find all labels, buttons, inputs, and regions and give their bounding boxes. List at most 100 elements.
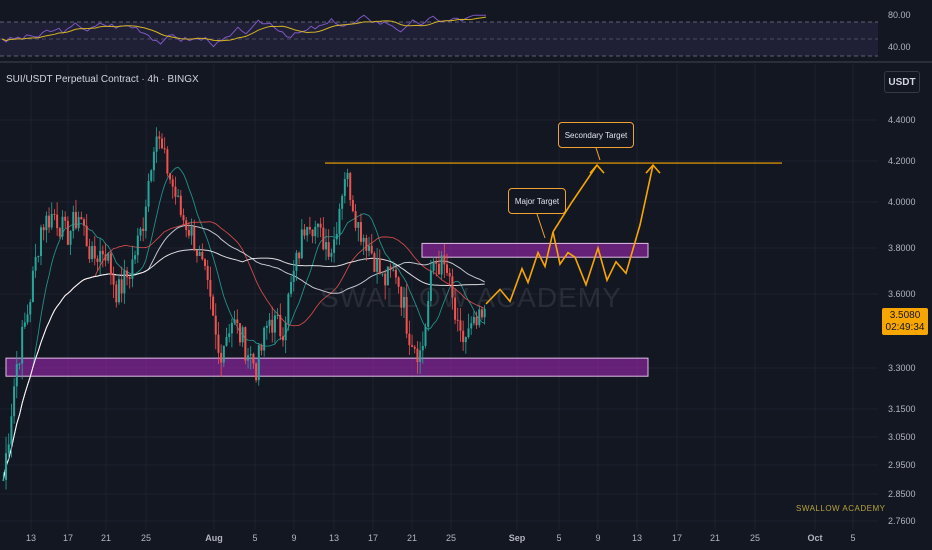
arrowhead: [589, 163, 605, 174]
candle-body: [182, 215, 185, 221]
candle-body: [319, 223, 322, 228]
candle-body: [80, 217, 83, 220]
candle-body: [198, 252, 201, 256]
candle-body: [281, 336, 284, 341]
candle-body: [104, 254, 107, 261]
candle-body: [475, 316, 478, 326]
candle-body: [349, 172, 352, 200]
time-tick-label: Sep: [509, 533, 526, 543]
time-tick-label: 17: [672, 533, 682, 543]
candle-body: [18, 363, 21, 365]
candle-body: [53, 213, 56, 215]
candle-body: [443, 255, 446, 265]
candle-body: [373, 253, 376, 272]
candle-body: [126, 270, 129, 278]
candle-body: [144, 206, 147, 231]
time-tick-label: Aug: [205, 533, 223, 543]
projection-line: [485, 164, 654, 305]
price-tick-label: 3.3000: [888, 363, 916, 373]
candle-body: [459, 320, 462, 331]
candle-body: [402, 296, 405, 308]
candle-body: [271, 319, 274, 333]
candle-body: [2, 479, 5, 481]
candle-body: [279, 314, 282, 337]
candle-body: [335, 233, 338, 240]
candle-body: [263, 327, 266, 351]
rsi-tick-label: 80.00: [888, 10, 911, 20]
candle-body: [472, 316, 475, 324]
candle-body: [61, 216, 64, 237]
candle-body: [220, 352, 223, 363]
candle-body: [193, 226, 196, 251]
rsi-ma-line: [1, 16, 487, 42]
candle-body: [354, 211, 357, 228]
price-tick-label: 2.9500: [888, 460, 916, 470]
candle-body: [88, 246, 91, 260]
candle-body: [483, 308, 486, 318]
candle-body: [255, 363, 258, 381]
support-zone: [5, 357, 649, 377]
candle-body: [195, 250, 198, 256]
zones: [5, 162, 782, 377]
watermark: SWALLOW ACADEMY: [320, 282, 622, 313]
candle-body: [257, 345, 260, 381]
candle-body: [15, 364, 18, 387]
candle-body: [39, 227, 42, 257]
brand-label: SWALLOW ACADEMY: [796, 504, 886, 513]
candle-body: [392, 269, 395, 271]
candle-body: [478, 309, 481, 326]
candle-body: [217, 334, 220, 353]
candle-body: [446, 264, 449, 273]
candle-body: [117, 279, 120, 303]
candle-body: [295, 252, 298, 271]
candle-body: [338, 208, 341, 234]
candle-body: [190, 226, 193, 236]
time-tick-label: 9: [595, 533, 600, 543]
candle-body: [376, 258, 379, 272]
candle-body: [69, 230, 72, 245]
candle-body: [115, 284, 118, 303]
candle-body: [330, 252, 333, 257]
time-tick-label: 17: [63, 533, 73, 543]
currency-button[interactable]: USDT: [884, 71, 920, 93]
time-tick-label: 5: [556, 533, 561, 543]
candle-body: [21, 326, 24, 364]
candle-body: [244, 327, 247, 361]
projection-path: [485, 147, 661, 305]
candle-body: [464, 337, 467, 343]
candle-body: [99, 250, 102, 262]
candle-body: [179, 195, 182, 216]
price-tick-label: 4.2000: [888, 156, 916, 166]
candle-body: [311, 229, 314, 237]
candle-body: [480, 309, 483, 318]
candle-body: [325, 242, 328, 250]
candle-body: [462, 330, 465, 343]
candle-body: [411, 345, 414, 347]
candle-body: [155, 136, 158, 152]
time-tick-label: 21: [101, 533, 111, 543]
candle-body: [37, 256, 40, 258]
candle-body: [169, 173, 172, 180]
candle-body: [408, 333, 411, 346]
candle-body: [292, 270, 295, 282]
candle-body: [56, 214, 59, 229]
candle-body: [249, 353, 252, 356]
candle-body: [171, 179, 174, 187]
candle-body: [359, 222, 362, 242]
candle-body: [333, 239, 336, 253]
candle-body: [201, 252, 204, 260]
arrowhead: [645, 163, 661, 174]
candle-body: [204, 259, 207, 266]
candle-body: [454, 297, 457, 320]
candle-body: [23, 322, 26, 327]
candle-body: [306, 226, 309, 236]
candle-body: [91, 246, 94, 260]
rsi-band-fill: [0, 22, 878, 56]
candle-body: [440, 255, 443, 275]
symbol-label[interactable]: SUI/USDT Perpetual Contract · 4h · BINGX: [6, 74, 199, 85]
candle-body: [131, 259, 134, 279]
candle-body: [303, 229, 306, 236]
candle-body: [448, 272, 451, 277]
candle-body: [96, 258, 99, 262]
